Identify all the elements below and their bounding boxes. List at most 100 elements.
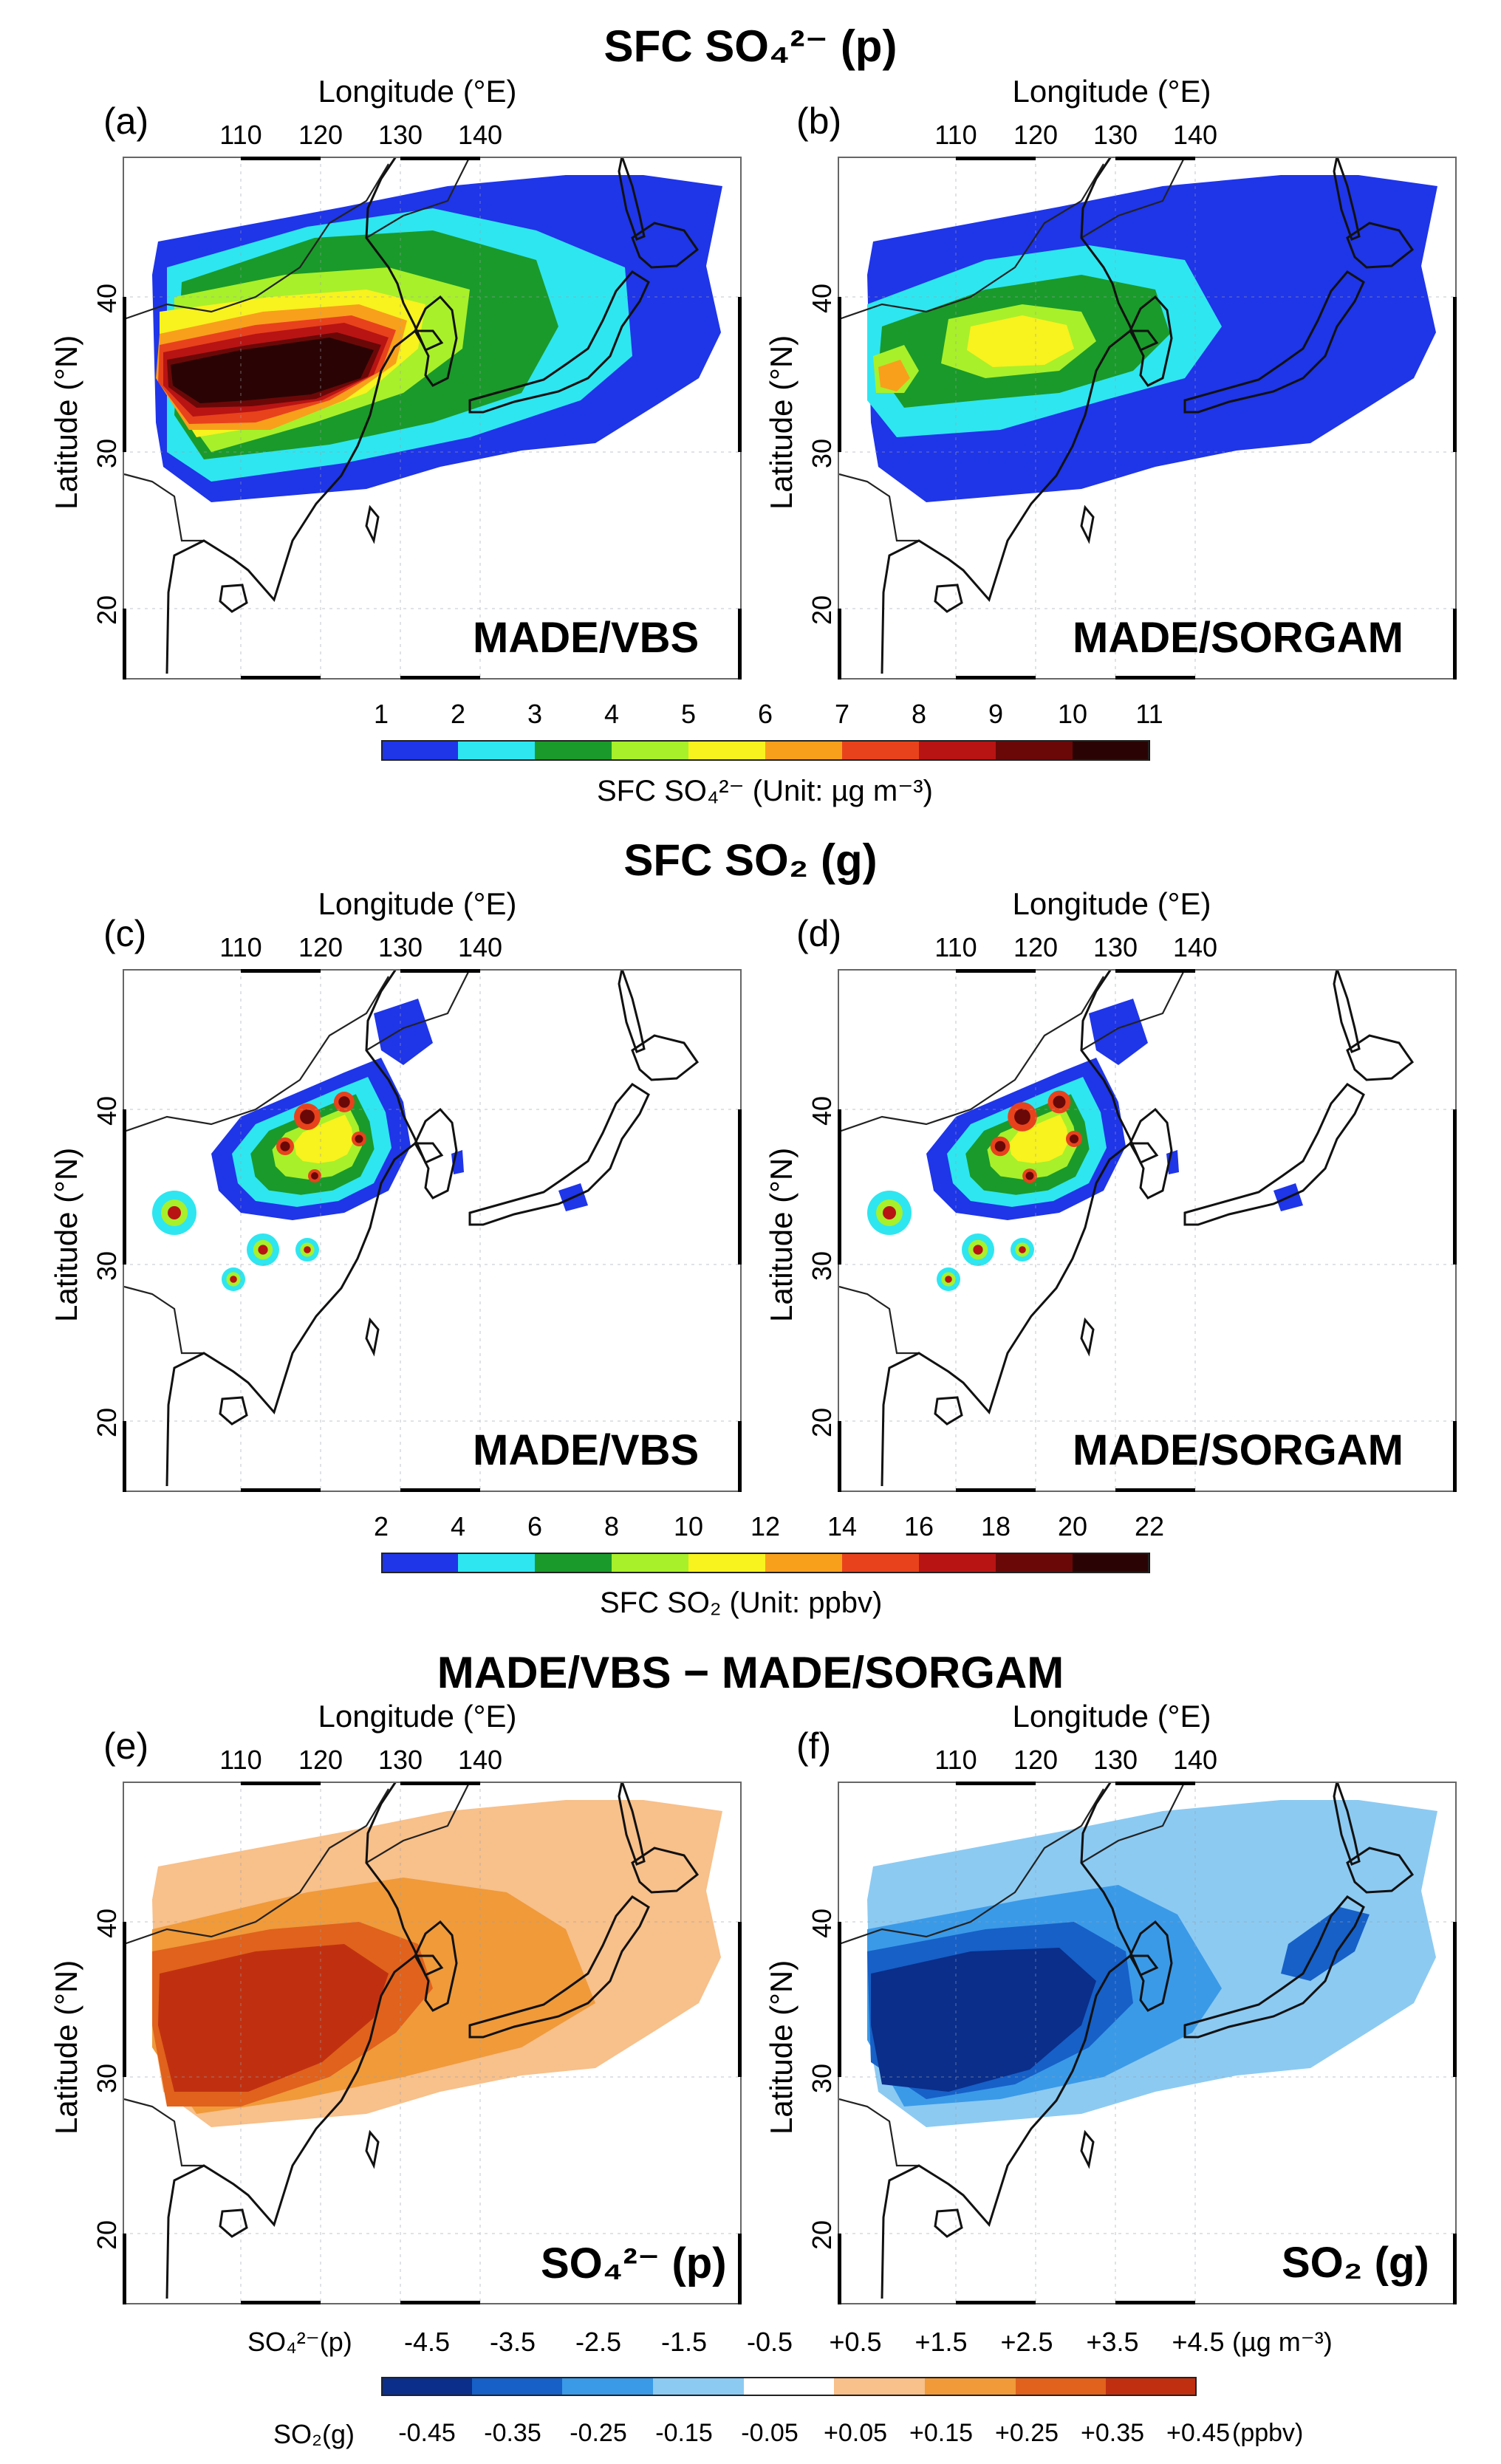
lon-title-a: Longitude (°E): [318, 74, 517, 109]
colorbar-diff-row2-tick: -0.25: [570, 2419, 627, 2447]
colorbar-so2-tick-label: 12: [750, 1511, 781, 1541]
lat-axis-title: Latitude (°N): [49, 335, 83, 510]
lon-tick-label: 110: [219, 120, 262, 150]
colorbar-so4-tick-label: 5: [680, 699, 697, 729]
lon-tick-label: 140: [1172, 932, 1218, 962]
colorbar-so2-tick-label: 6: [527, 1511, 543, 1541]
lon-tick-label: 120: [1013, 120, 1059, 150]
lon-tick-label: 140: [457, 120, 503, 150]
map-panel-f: [838, 1782, 1457, 2304]
colorbar-so2-tick-label: 4: [450, 1511, 466, 1541]
colorbar-diff-row1-tick: -2.5: [575, 2327, 622, 2357]
lat-tick-label: 40: [92, 1908, 122, 1938]
lat-tick-label: 30: [92, 1250, 122, 1281]
colorbar-swatch: [381, 740, 459, 761]
colorbar-diff-row1-tick: -1.5: [660, 2327, 708, 2357]
colorbar-diff-row1-tick: +2.5: [1000, 2327, 1053, 2357]
panel-letter-f: (f): [796, 1725, 832, 1767]
colorbar-so4-tick-label: 2: [450, 699, 466, 729]
colorbar-diff-row2-unit: (ppbv): [1232, 2419, 1304, 2447]
map-panel-b: [838, 157, 1457, 680]
colorbar-diff-row2-tick: +0.05: [823, 2419, 888, 2447]
colorbar-diff-row2-label: SO₂(g): [273, 2419, 355, 2449]
colorbar-diff-row2-tick: +0.45: [1166, 2419, 1231, 2447]
colorbar-swatch: [919, 740, 996, 761]
colorbar-diff-row1-tick: -4.5: [403, 2327, 451, 2357]
lon-title-f: Longitude (°E): [1012, 1699, 1211, 1734]
colorbar-swatch: [458, 740, 536, 761]
colorbar-so2-tick-label: 2: [373, 1511, 389, 1541]
panel-letter-a: (a): [103, 100, 149, 142]
map-panel-c: [123, 969, 742, 1492]
lat-tick-label: 40: [92, 1095, 122, 1126]
lon-tick-label: 110: [934, 120, 977, 150]
lon-tick-label: 110: [219, 1745, 262, 1775]
section-title-so2: SFC SO₂ (g): [623, 835, 878, 885]
colorbar-diff-row2-tick: -0.35: [484, 2419, 541, 2447]
colorbar-swatch: [842, 1553, 920, 1573]
model-label-c: MADE/VBS: [473, 1426, 700, 1474]
section-title-diff: MADE/VBS − MADE/SORGAM: [437, 1648, 1064, 1697]
colorbar-diff-row1-tick: +1.5: [914, 2327, 968, 2357]
colorbar-swatch: [842, 740, 920, 761]
lon-tick-label: 130: [1093, 932, 1138, 962]
colorbar-diff-swatch: [1015, 2377, 1107, 2396]
lat-tick-label: 30: [92, 438, 122, 468]
panel-letter-d: (d): [796, 913, 842, 954]
lon-tick-label: 130: [377, 1745, 423, 1775]
section-title-so4: SFC SO₄²⁻ (p): [604, 21, 897, 71]
colorbar-swatch: [765, 1553, 843, 1573]
lon-tick-label: 140: [1172, 1745, 1218, 1775]
lat-tick-label: 30: [807, 438, 837, 468]
lon-tick-label: 120: [298, 120, 343, 150]
lon-tick-label: 130: [1093, 1745, 1138, 1775]
colorbar-diff-row2-tick: +0.35: [1080, 2419, 1145, 2447]
colorbar-swatch: [535, 1553, 612, 1573]
lon-tick-label: 120: [298, 1745, 343, 1775]
lat-tick-label: 20: [92, 1407, 122, 1437]
map-panel-e: [123, 1782, 742, 2304]
colorbar-so2-tick-label: 10: [673, 1511, 704, 1541]
colorbar-diff-swatch: [562, 2377, 654, 2396]
colorbar-so4-tick-label: 1: [373, 699, 389, 729]
colorbar-swatch: [996, 1553, 1073, 1573]
lon-tick-label: 110: [219, 932, 262, 962]
colorbar-diff-swatch: [381, 2377, 473, 2396]
colorbar-diff-row2-tick: -0.05: [741, 2419, 799, 2447]
colorbar-diff-swatch: [653, 2377, 745, 2396]
lon-tick-label: 110: [934, 932, 977, 962]
colorbar-so4-tick-label: 11: [1135, 699, 1163, 729]
lat-tick-label: 20: [807, 2220, 837, 2250]
colorbar-diff-row1-tick: -3.5: [489, 2327, 536, 2357]
lon-tick-label: 110: [934, 1745, 977, 1775]
model-label-d: MADE/SORGAM: [1073, 1426, 1403, 1474]
lon-tick-label: 140: [1172, 120, 1218, 150]
lon-tick-label: 130: [1093, 120, 1138, 150]
lat-tick-label: 40: [807, 1095, 837, 1126]
colorbar-so2-title: SFC SO₂ (Unit: ppbv): [600, 1587, 883, 1619]
colorbar-swatch: [688, 1553, 766, 1573]
lat-tick-label: 30: [92, 2063, 122, 2093]
lon-title-c: Longitude (°E): [318, 886, 517, 921]
lon-title-b: Longitude (°E): [1012, 74, 1211, 109]
lon-tick-label: 140: [457, 1745, 503, 1775]
colorbar-diff-row2-tick: -0.15: [655, 2419, 713, 2447]
colorbar-so2-tick-label: 22: [1134, 1511, 1165, 1541]
colorbar-swatch: [919, 1553, 996, 1573]
colorbar-diff-row2-tick: +0.15: [909, 2419, 974, 2447]
species-label-e: SO₄²⁻ (p): [541, 2239, 727, 2287]
colorbar-so4-title: SFC SO₄²⁻ (Unit: µg m⁻³): [597, 775, 933, 807]
lat-tick-label: 40: [92, 283, 122, 313]
colorbar-diff-row2-tick: -0.45: [398, 2419, 456, 2447]
colorbar-so4-tick-label: 10: [1057, 699, 1088, 729]
lat-tick-label: 30: [807, 2063, 837, 2093]
lon-tick-label: 120: [298, 932, 343, 962]
colorbar-swatch: [996, 740, 1073, 761]
colorbar-so4-tick-label: 8: [911, 699, 927, 729]
panel-letter-e: (e): [103, 1725, 149, 1767]
colorbar-so2-tick-label: 8: [604, 1511, 620, 1541]
lon-title-e: Longitude (°E): [318, 1699, 517, 1734]
colorbar-so2-tick-label: 14: [827, 1511, 858, 1541]
colorbar-diff-row2-tick: +0.25: [994, 2419, 1059, 2447]
colorbar-frame: [381, 1553, 1149, 1573]
